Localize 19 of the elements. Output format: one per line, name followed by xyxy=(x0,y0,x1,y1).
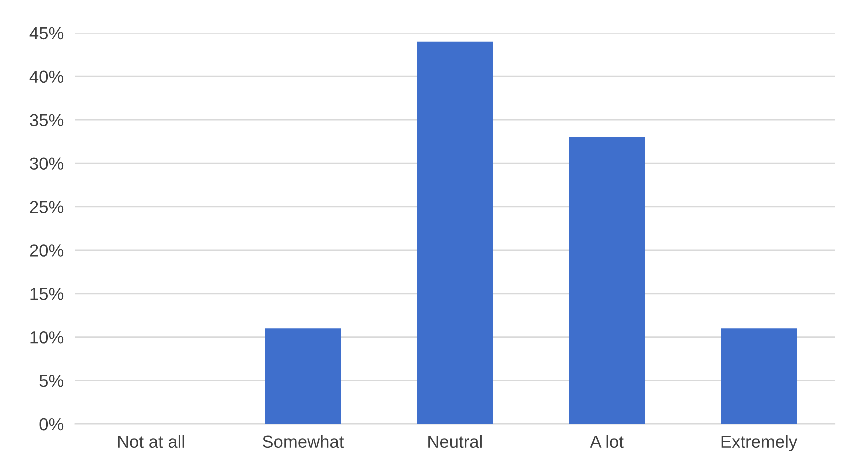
y-tick-label: 45% xyxy=(30,27,64,40)
bar xyxy=(417,42,494,424)
bar xyxy=(721,328,798,424)
x-tick-label: Neutral xyxy=(428,435,482,448)
y-tick-label: 20% xyxy=(30,244,64,257)
x-tick-label: Not at all xyxy=(118,435,184,448)
bar xyxy=(265,328,342,424)
y-tick-label: 35% xyxy=(30,114,64,127)
y-tick-label: 30% xyxy=(30,158,64,170)
x-tick-label: Extremely xyxy=(722,435,798,452)
y-tick-label: 5% xyxy=(40,375,64,388)
y-tick-label: 10% xyxy=(30,332,64,344)
y-tick-label: 15% xyxy=(30,288,64,300)
y-tick-label: 40% xyxy=(30,70,64,84)
y-tick-label: 0% xyxy=(40,418,64,431)
bar xyxy=(569,137,646,424)
x-tick-label: Somewhat xyxy=(262,435,344,448)
y-tick-label: 25% xyxy=(30,201,64,214)
x-tick-label: A lot xyxy=(590,435,624,448)
